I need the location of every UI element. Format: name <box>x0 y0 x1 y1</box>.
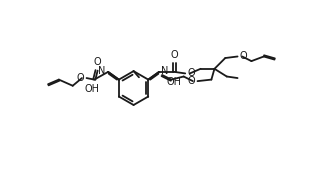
Text: O: O <box>77 73 84 83</box>
Text: O: O <box>171 50 178 60</box>
Text: OH: OH <box>167 76 182 86</box>
Text: O: O <box>93 57 101 67</box>
Text: O: O <box>240 52 248 62</box>
Text: N: N <box>161 66 169 76</box>
Text: O: O <box>188 76 195 86</box>
Text: OH: OH <box>84 84 99 94</box>
Text: N: N <box>98 66 106 76</box>
Text: O: O <box>188 68 195 78</box>
